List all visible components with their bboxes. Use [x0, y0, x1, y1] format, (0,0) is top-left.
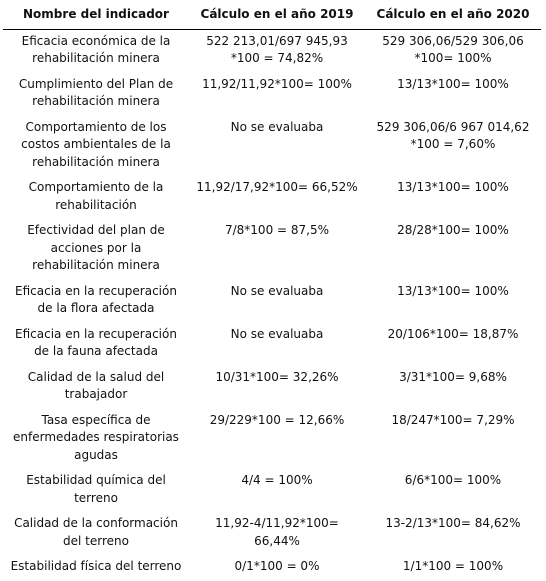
indicator-name-cell: Estabilidad física del terreno	[10, 559, 182, 573]
calc-2019-cell: 11,92/11,92*100= 100%	[202, 76, 352, 91]
indicator-name-cell: Efectividad del plan de acciones por la …	[27, 223, 165, 272]
header-calc-2019: Cálculo en el año 2019	[189, 3, 365, 30]
calc-2020-cell: 13/13*100= 100%	[397, 76, 509, 91]
table-row: Eficacia económica de la rehabilitación …	[3, 29, 541, 73]
indicator-name-cell: Eficacia en la recuperación de la fauna …	[15, 326, 177, 359]
header-row: Nombre del indicador Cálculo en el año 2…	[3, 3, 541, 30]
table-body: Eficacia económica de la rehabilitación …	[3, 29, 541, 581]
calc-2020-cell: 28/28*100= 100%	[397, 223, 509, 237]
table-row: Eficacia en la recuperación de la fauna …	[3, 323, 541, 366]
table-row: Estabilidad química del terreno 4/4 = 10…	[3, 469, 541, 512]
indicator-name-cell: Eficacia en la recuperación de la flora …	[15, 283, 177, 316]
calc-2019-cell: 11,92/17,92*100= 66,52%	[196, 180, 358, 194]
calc-2020-cell: 3/31*100= 9,68%	[399, 369, 507, 384]
calc-2019-cell: 10/31*100= 32,26%	[215, 369, 339, 384]
table-row: Estabilidad física del terreno 0/1*100 =…	[3, 555, 541, 581]
indicator-name-cell: Tasa específica de enfermedades respirat…	[13, 412, 179, 462]
calc-2020-cell: 13/13*100= 100%	[397, 180, 509, 194]
indicator-name-cell: Calidad de la salud del trabajador	[27, 369, 165, 402]
indicator-table: Nombre del indicador Cálculo en el año 2…	[3, 3, 541, 581]
calc-2020-cell: 529 306,06/6 967 014,62 *100 = 7,60%	[376, 119, 530, 152]
calc-2019-cell: 7/8*100 = 87,5%	[224, 223, 330, 237]
calc-2019-cell: 29/229*100 = 12,66%	[209, 412, 345, 427]
indicator-name-cell: Eficacia económica de la rehabilitación …	[21, 33, 171, 66]
indicator-name-cell: Calidad de la conformación del terreno	[14, 516, 178, 548]
calc-2020-cell: 13-2/13*100= 84,62%	[385, 516, 521, 530]
header-indicator-name: Nombre del indicador	[3, 3, 189, 30]
table-row: Comportamiento de los costos ambientales…	[3, 116, 541, 177]
header-calc-2020: Cálculo en el año 2020	[365, 3, 541, 30]
calc-2019-cell: 0/1*100 = 0%	[234, 559, 320, 573]
table-row: Cumplimiento del Plan de rehabilitación …	[3, 73, 541, 116]
table-row: Efectividad del plan de acciones por la …	[3, 219, 541, 280]
calc-2020-cell: 1/1*100 = 100%	[402, 559, 504, 573]
calc-2019-cell: No se evaluaba	[230, 283, 324, 298]
indicator-name-cell: Estabilidad química del terreno	[26, 473, 166, 505]
calc-2020-cell: 20/106*100= 18,87%	[387, 326, 519, 341]
indicator-name-cell: Cumplimiento del Plan de rehabilitación …	[18, 76, 174, 109]
table-row: Tasa específica de enfermedades respirat…	[3, 409, 541, 470]
calc-2019-cell: No se evaluaba	[230, 119, 324, 134]
table-row: Eficacia en la recuperación de la flora …	[3, 280, 541, 323]
calc-2019-cell: 4/4 = 100%	[241, 473, 313, 487]
calc-2020-cell: 529 306,06/529 306,06 *100= 100%	[382, 33, 524, 66]
indicator-name-cell: Comportamiento de la rehabilitación	[28, 180, 164, 212]
table-row: Calidad de la conformación del terreno 1…	[3, 512, 541, 555]
indicator-name-cell: Comportamiento de los costos ambientales…	[21, 119, 171, 169]
table-row: Calidad de la salud del trabajador 10/31…	[3, 366, 541, 409]
calc-2020-cell: 13/13*100= 100%	[397, 283, 509, 298]
table-row: Comportamiento de la rehabilitación 11,9…	[3, 176, 541, 219]
calc-2020-cell: 18/247*100= 7,29%	[391, 412, 515, 427]
calc-2019-cell: 522 213,01/697 945,93 *100 = 74,82%	[206, 33, 348, 66]
calc-2020-cell: 6/6*100= 100%	[404, 473, 502, 487]
calc-2019-cell: 11,92-4/11,92*100= 66,44%	[215, 516, 339, 548]
calc-2019-cell: No se evaluaba	[230, 326, 324, 341]
